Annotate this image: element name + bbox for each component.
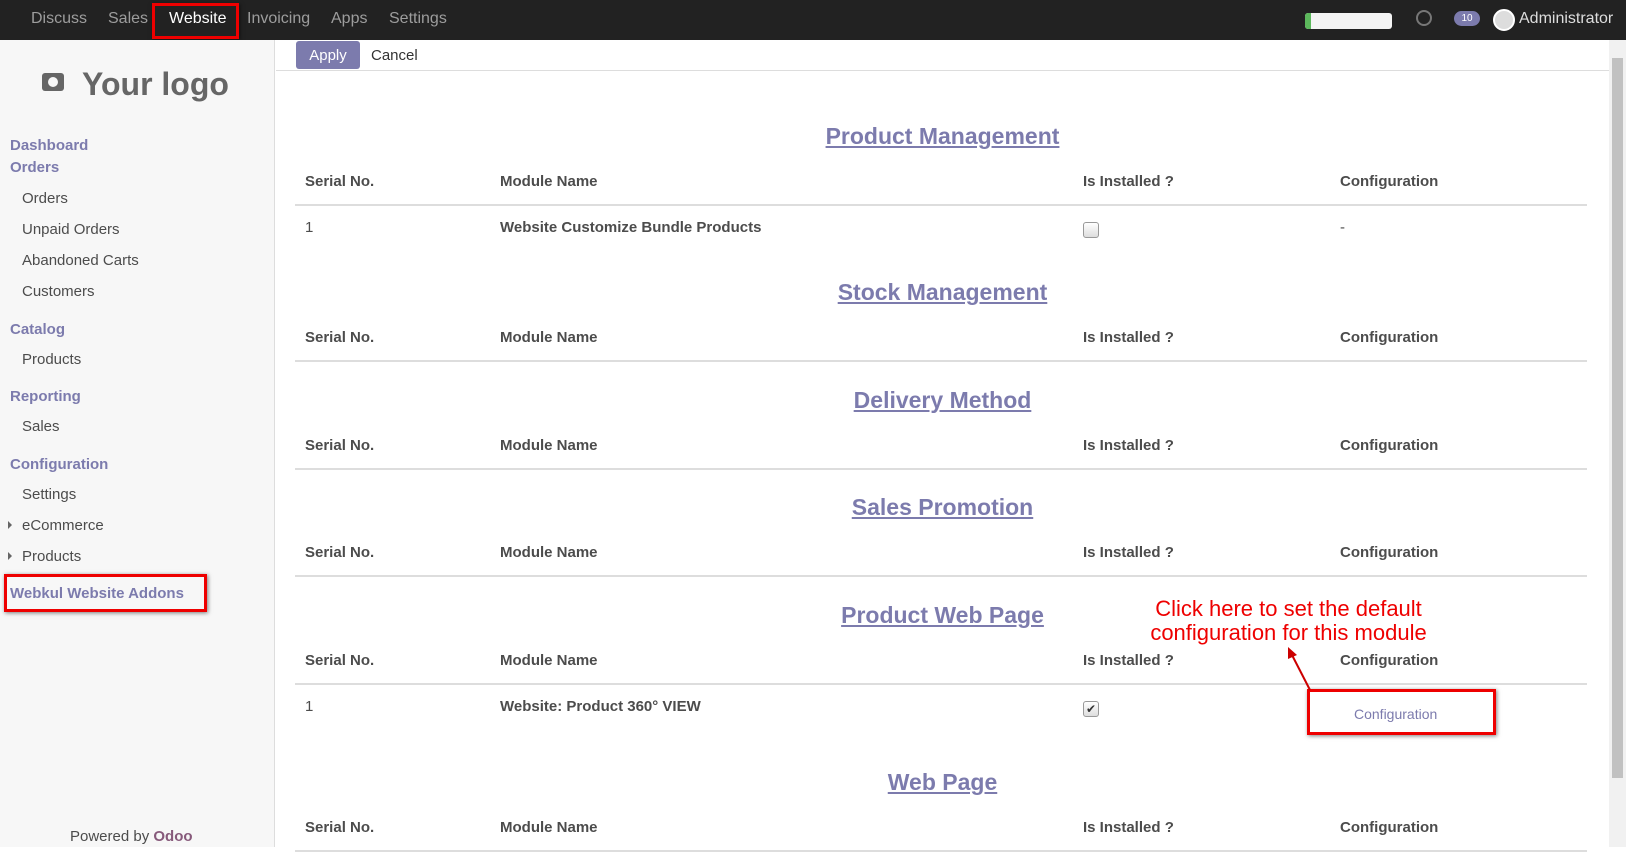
divider: [295, 468, 1587, 470]
column-header-module: Module Name: [500, 544, 598, 561]
sidebar-item-sales[interactable]: Sales: [22, 418, 60, 435]
sidebar-orders-header[interactable]: Orders: [10, 159, 60, 176]
sidebar-item-products[interactable]: Products: [22, 351, 82, 368]
row-serial: 1: [305, 219, 314, 236]
sidebar-item-orders[interactable]: Orders: [22, 190, 68, 207]
powered-by-text: Powered by: [70, 828, 150, 845]
progress-bar: [1305, 13, 1392, 29]
column-header-installed: Is Installed ?: [1083, 652, 1174, 669]
divider: [295, 204, 1587, 206]
sidebar-item-customers[interactable]: Customers: [22, 283, 95, 300]
caret-right-icon: [8, 521, 12, 529]
highlight-box: [4, 574, 207, 612]
clock-icon[interactable]: [1416, 10, 1432, 26]
divider: [295, 360, 1587, 362]
column-header-configuration: Configuration: [1340, 173, 1439, 190]
column-header-installed: Is Installed ?: [1083, 173, 1174, 190]
sidebar-configuration-header[interactable]: Configuration: [10, 456, 109, 473]
column-header-configuration: Configuration: [1340, 652, 1439, 669]
highlight-box: [152, 3, 239, 39]
column-header-serial: Serial No.: [305, 173, 375, 190]
column-header-serial: Serial No.: [305, 652, 375, 669]
section-title: Sales Promotion: [851, 494, 1034, 520]
nav-sales[interactable]: Sales: [108, 10, 149, 27]
cancel-button[interactable]: Cancel: [371, 41, 418, 69]
top-navbar: Discuss Sales Website Invoicing Apps Set…: [0, 0, 1626, 40]
section-title: Product Management: [825, 123, 1060, 149]
highlight-box: [1307, 689, 1496, 735]
installed-checkbox[interactable]: [1083, 222, 1099, 238]
sidebar-item-unpaid-orders[interactable]: Unpaid Orders: [22, 221, 120, 238]
column-header-module: Module Name: [500, 652, 598, 669]
annotation-line: Click here to set the default: [1155, 596, 1422, 621]
scrollbar-thumb[interactable]: [1612, 58, 1623, 778]
apply-button[interactable]: Apply: [296, 41, 360, 69]
sidebar-item-abandoned-carts[interactable]: Abandoned Carts: [22, 252, 139, 269]
column-header-configuration: Configuration: [1340, 329, 1439, 346]
column-header-configuration: Configuration: [1340, 819, 1439, 836]
column-header-configuration: Configuration: [1340, 437, 1439, 454]
sidebar-dashboard[interactable]: Dashboard: [10, 137, 89, 154]
column-header-installed: Is Installed ?: [1083, 819, 1174, 836]
sidebar-item-settings[interactable]: Settings: [22, 486, 77, 503]
annotation-arrow: [1288, 647, 1311, 691]
nav-settings[interactable]: Settings: [389, 10, 447, 27]
row-serial: 1: [305, 698, 314, 715]
sidebar-webkul-addons[interactable]: Webkul Website Addons: [10, 585, 184, 602]
column-header-serial: Serial No.: [305, 544, 375, 561]
camera-icon: [42, 73, 64, 91]
sidebar-item-config-products[interactable]: Products: [22, 548, 82, 565]
avatar[interactable]: [1493, 9, 1515, 31]
sidebar-reporting-header[interactable]: Reporting: [10, 388, 81, 405]
section-title: Delivery Method: [853, 387, 1032, 413]
configuration-button[interactable]: Configuration: [1354, 706, 1438, 722]
odoo-link[interactable]: Odoo: [153, 828, 193, 845]
user-menu[interactable]: Administrator: [1519, 10, 1614, 27]
annotation-line: configuration for this module: [1150, 620, 1427, 645]
configuration-none: -: [1340, 219, 1345, 236]
column-header-module: Module Name: [500, 329, 598, 346]
column-header-module: Module Name: [500, 819, 598, 836]
row-module-name: Website Customize Bundle Products: [500, 219, 762, 236]
section-title: Stock Management: [837, 279, 1048, 305]
sidebar-item-ecommerce[interactable]: eCommerce: [22, 517, 104, 534]
annotation-callout: Click here to set the default configurat…: [1136, 597, 1441, 645]
nav-website[interactable]: Website: [169, 10, 227, 27]
row-module-name: Website: Product 360° VIEW: [500, 698, 701, 715]
section-title: Web Page: [887, 769, 998, 795]
nav-invoicing[interactable]: Invoicing: [247, 10, 311, 27]
column-header-installed: Is Installed ?: [1083, 544, 1174, 561]
column-header-serial: Serial No.: [305, 819, 375, 836]
column-header-module: Module Name: [500, 173, 598, 190]
column-header-module: Module Name: [500, 437, 598, 454]
installed-checkbox[interactable]: ✔: [1083, 701, 1099, 717]
column-header-serial: Serial No.: [305, 437, 375, 454]
column-header-installed: Is Installed ?: [1083, 329, 1174, 346]
divider: [295, 575, 1587, 577]
nav-apps[interactable]: Apps: [331, 10, 368, 27]
divider: [295, 683, 1587, 685]
control-panel: Apply Cancel: [276, 40, 1609, 71]
messages-badge[interactable]: 10: [1454, 11, 1480, 26]
column-header-installed: Is Installed ?: [1083, 437, 1174, 454]
column-header-configuration: Configuration: [1340, 544, 1439, 561]
caret-right-icon: [8, 552, 12, 560]
scrollbar[interactable]: [1609, 40, 1626, 847]
sidebar: Your logo Dashboard Orders Orders Unpaid…: [0, 40, 275, 847]
powered-by: Powered by Odoo: [70, 828, 193, 845]
nav-discuss[interactable]: Discuss: [31, 10, 88, 27]
logo: Your logo: [82, 66, 229, 102]
sidebar-catalog-header[interactable]: Catalog: [10, 321, 66, 338]
column-header-serial: Serial No.: [305, 329, 375, 346]
